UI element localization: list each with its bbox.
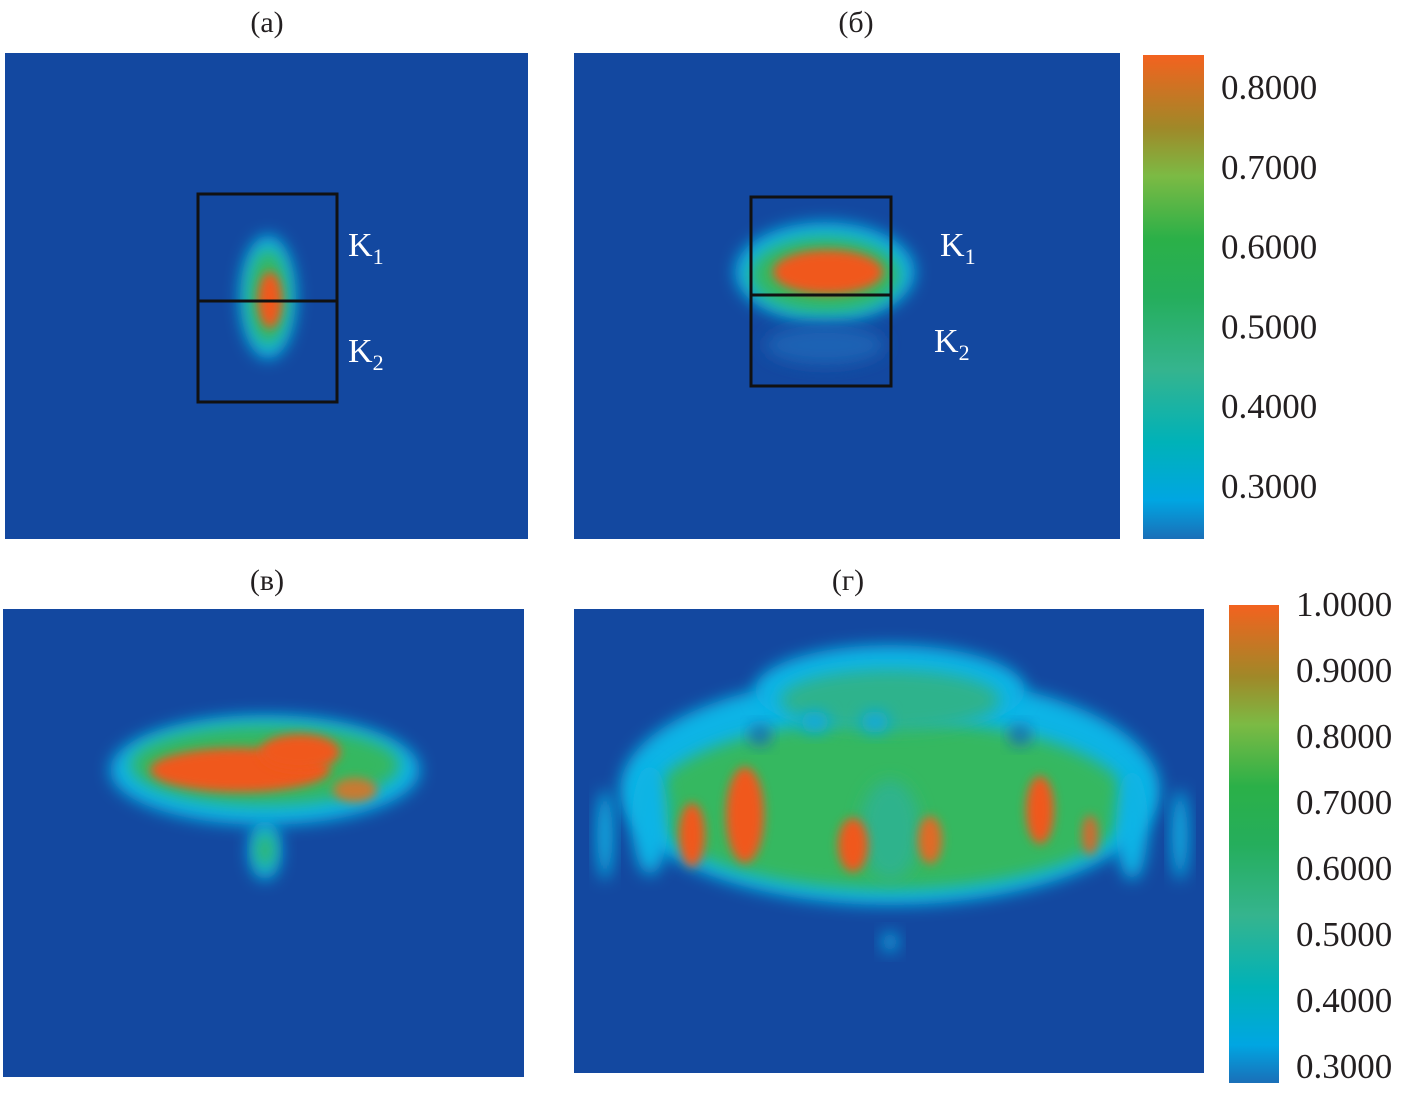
label-k2-b: K2: [934, 323, 970, 365]
colorbar-top-tick-label: 0.6000: [1221, 228, 1317, 267]
intensity-blob: [861, 711, 889, 733]
intensity-blob: [726, 767, 764, 863]
colorbar-top-tick-label: 0.8000: [1221, 68, 1317, 107]
intensity-blob: [773, 250, 883, 294]
intensity-blob: [918, 816, 942, 864]
colorbar-bottom-tick-label: 0.4000: [1296, 981, 1392, 1020]
colorbar-bottom-tick-label: 0.6000: [1296, 849, 1392, 888]
intensity-blob: [679, 803, 705, 867]
panel-b-title: (б): [838, 6, 873, 39]
colorbar-bottom-tick-label: 0.8000: [1296, 717, 1392, 756]
intensity-blob: [1010, 725, 1030, 745]
intensity-blob: [750, 725, 770, 745]
colorbar-bottom-tick-label: 1.0000: [1296, 585, 1392, 624]
heatmap-panel-a: [5, 53, 528, 539]
colorbar-bottom-tick-label: 0.3000: [1296, 1047, 1392, 1086]
region-boxes-b: [749, 195, 893, 388]
intensity-blob: [780, 670, 1000, 730]
panel-c-title: (в): [250, 564, 284, 597]
intensity-blob: [632, 765, 668, 875]
colorbar-top-tick-label: 0.3000: [1221, 467, 1317, 506]
heatmap-panel-c: [3, 609, 524, 1077]
colorbar-top-tick-label: 0.7000: [1221, 148, 1317, 187]
colorbar-top-tick-label: 0.5000: [1221, 307, 1317, 346]
colorbar-top-tick-label: 0.4000: [1221, 387, 1317, 426]
label-k1-a: K1: [348, 227, 384, 269]
region-k1-k2-box: [196, 192, 339, 404]
intensity-blob: [597, 790, 613, 880]
region-k1-k2-box: [749, 195, 893, 388]
intensity-blob: [860, 780, 920, 880]
region-boxes-a: [196, 192, 339, 404]
intensity-blob: [838, 818, 868, 872]
heatmap-panel-d: [574, 609, 1204, 1073]
intensity-blob: [333, 778, 377, 802]
colorbar-bottom-tick-label: 0.5000: [1296, 915, 1392, 954]
intensity-blob: [801, 711, 829, 733]
intensity-blob: [1026, 776, 1054, 844]
colorbar-bottom-tick-label: 0.9000: [1296, 651, 1392, 690]
intensity-blob: [256, 832, 274, 868]
intensity-blob: [882, 932, 898, 952]
intensity-blob: [1082, 815, 1098, 855]
label-k2-a: K2: [348, 333, 384, 375]
intensity-blob: [1172, 790, 1188, 880]
panel-d-title: (г): [832, 564, 864, 597]
intensity-blob: [765, 325, 885, 365]
label-k1-b: K1: [940, 227, 976, 269]
colorbar-bottom: [1229, 605, 1279, 1083]
colorbar-bottom-tick-label: 0.7000: [1296, 783, 1392, 822]
intensity-blob: [260, 734, 340, 770]
intensity-blob: [1116, 770, 1148, 880]
panel-a-title: (а): [250, 6, 283, 39]
colorbar-top: [1143, 55, 1204, 539]
